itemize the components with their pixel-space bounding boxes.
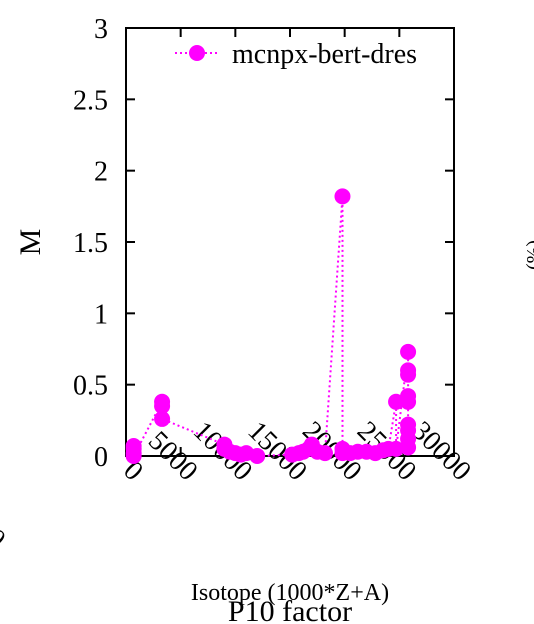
y-tick-label: 1 [94, 299, 108, 330]
data-point [154, 410, 171, 427]
data-point [400, 439, 417, 456]
chart-title: P10 factor [228, 595, 352, 624]
x-tick-label: 30000 [406, 416, 477, 487]
data-point [154, 398, 171, 415]
y-tick-label: 1.5 [73, 228, 108, 259]
data-point [400, 343, 417, 360]
data-point [388, 440, 405, 457]
data-point [334, 188, 351, 205]
x-axis-label: Isotope (1000*Z+A) [191, 580, 389, 606]
right-edge-fragment: (%) [523, 240, 534, 270]
data-point [400, 393, 417, 410]
y-tick-label: 2.5 [73, 85, 108, 116]
y-axis-label: M [14, 229, 47, 256]
data-point [400, 366, 417, 383]
legend: mcnpx-bert-dres [175, 39, 417, 70]
series-layer [125, 188, 417, 464]
y-axis-ticks: 0 0.5 1 1.5 2 2.5 3 [73, 14, 454, 473]
data-point [249, 448, 266, 464]
y-tick-label: 3 [94, 14, 108, 45]
legend-marker [189, 45, 205, 61]
y-tick-label: 2 [94, 157, 108, 188]
x-axis-ticks: 050001000015000200002500030000 [117, 28, 477, 487]
left-edge-fragment: 0 [0, 523, 12, 555]
data-point [125, 448, 142, 464]
y-tick-label: 0.5 [73, 371, 108, 402]
data-point [316, 445, 333, 462]
legend-label: mcnpx-bert-dres [232, 39, 417, 70]
data-point [388, 393, 405, 410]
y-tick-label: 0 [94, 442, 108, 473]
series-line [132, 196, 410, 458]
